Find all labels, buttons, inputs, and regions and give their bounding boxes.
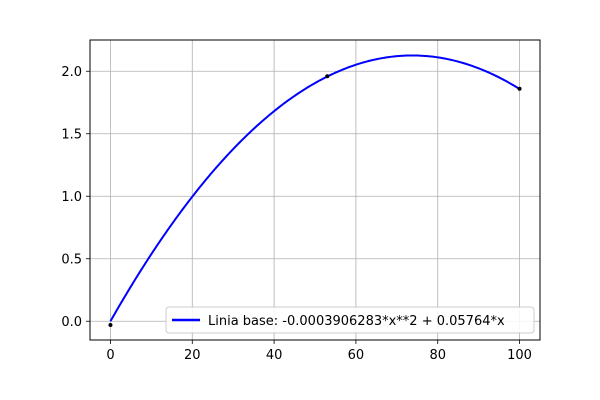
x-tick-label: 40 — [266, 348, 283, 363]
data-point — [517, 86, 522, 91]
grid-lines — [90, 40, 540, 340]
y-tick-label: 0.0 — [61, 315, 82, 330]
y-tick-label: 0.5 — [61, 252, 82, 267]
series-line — [109, 54, 521, 322]
x-tick-label: 80 — [429, 348, 446, 363]
legend: Linia base: -0.0003906283*x**2 + 0.05764… — [165, 306, 535, 334]
y-tick-label: 1.5 — [61, 127, 82, 142]
legend-label: Linia base: -0.0003906283*x**2 + 0.05764… — [208, 314, 505, 329]
y-tick-label: 1.0 — [61, 190, 82, 205]
x-tick-label: 60 — [348, 348, 365, 363]
y-tick-label: 2.0 — [61, 65, 82, 80]
axis-ticks: 0 20 40 60 80 100 0.0 0.5 1.0 1.5 2.0 — [61, 65, 532, 363]
x-tick-label: 100 — [507, 348, 532, 363]
x-tick-label: 0 — [106, 348, 114, 363]
legend-box — [165, 306, 535, 334]
data-point — [108, 323, 113, 327]
x-tick-label: 20 — [184, 348, 201, 363]
plot-area — [108, 54, 522, 327]
data-point — [325, 74, 330, 79]
axes-frame — [89, 39, 541, 341]
